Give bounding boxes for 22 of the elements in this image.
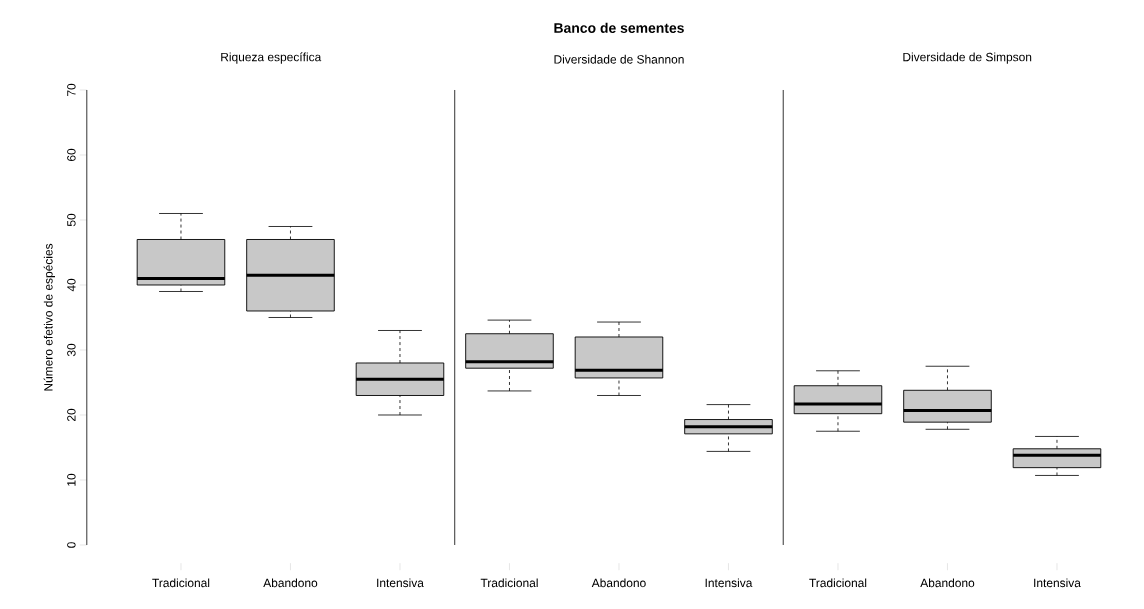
chart-subtitle: Riqueza específica [221,52,322,64]
y-tick-label: 20 [67,408,76,422]
y-tick-label: 0 [67,542,76,548]
x-tick-label: Intensiva [377,578,424,588]
x-tick-label: Abandono [263,578,318,588]
x-tick-label: Tradicional [809,578,867,588]
y-tick-label: 50 [67,213,76,227]
y-tick-label: 60 [67,148,76,162]
y-tick-label: 30 [67,343,76,357]
x-tick-label: Abandono [591,578,646,588]
y-tick-label: 70 [67,83,76,97]
x-tick-label: Abandono [920,578,975,588]
x-tick-label: Intensiva [705,578,753,588]
x-tick-label: Intensiva [1034,578,1081,588]
chart-subtitle: Diversidade de Shannon [554,54,684,64]
x-tick-label: Tradicional [152,578,210,588]
chart-title: Banco de sementes [554,22,684,33]
y-tick-label: 40 [67,278,76,292]
y-axis-title: Número efetivo de espécies [43,243,55,391]
y-tick-label: 10 [67,473,76,486]
x-tick-label: Tradicional [480,578,538,588]
chart-subtitle: Diversidade de Simpson [903,52,1032,64]
